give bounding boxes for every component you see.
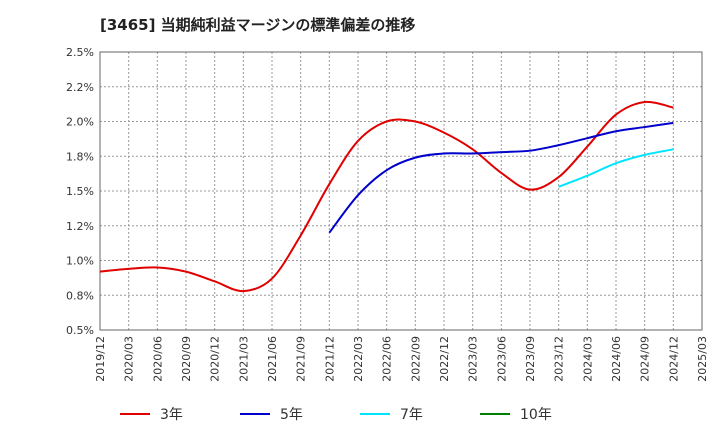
x-tick-label: 2024/09 — [639, 336, 652, 382]
legend-label: 10年 — [520, 407, 552, 423]
y-tick-label: 1.5% — [66, 185, 94, 198]
x-tick-label: 2020/06 — [151, 336, 164, 382]
x-tick-label: 2020/09 — [180, 336, 193, 382]
x-tick-label: 2024/12 — [667, 336, 680, 382]
x-tick-label: 2021/09 — [295, 336, 308, 382]
x-tick-label: 2025/03 — [696, 336, 709, 382]
x-tick-label: 2022/06 — [381, 336, 394, 382]
x-tick-label: 2022/03 — [352, 336, 365, 382]
y-tick-label: 1.2% — [66, 220, 94, 233]
y-tick-label: 2.0% — [66, 116, 94, 129]
plot-border — [99, 51, 703, 331]
x-tick-label: 2022/12 — [438, 336, 451, 382]
x-tick-label: 2020/12 — [209, 336, 222, 382]
x-tick-label: 2021/12 — [323, 336, 336, 382]
x-tick-label: 2023/09 — [524, 336, 537, 382]
x-tick-label: 2023/06 — [495, 336, 508, 382]
series-line-0 — [99, 100, 674, 293]
x-tick-label: 2020/03 — [123, 336, 136, 382]
x-tick-label: 2021/03 — [237, 336, 250, 382]
legend-label: 3年 — [160, 407, 183, 423]
x-tick-label: 2023/12 — [553, 336, 566, 382]
legend-label: 5年 — [280, 407, 303, 423]
series-line-1 — [328, 121, 674, 234]
x-tick-label: 2022/09 — [409, 336, 422, 382]
series-line-2 — [558, 148, 674, 188]
x-tick-label: 2024/03 — [581, 336, 594, 382]
x-tick-label: 2023/03 — [467, 336, 480, 382]
y-tick-label: 0.5% — [66, 324, 94, 337]
x-tick-label: 2024/06 — [610, 336, 623, 382]
y-tick-label: 1.8% — [66, 150, 94, 163]
y-tick-label: 2.2% — [66, 81, 94, 94]
y-tick-label: 0.8% — [66, 289, 94, 302]
chart-title: [3465] 当期純利益マージンの標準偏差の推移 — [100, 16, 416, 34]
x-tick-label: 2021/06 — [266, 336, 279, 382]
y-tick-label: 2.5% — [66, 46, 94, 59]
y-tick-label: 1.0% — [66, 255, 94, 268]
x-tick-label: 2019/12 — [94, 336, 107, 382]
legend-label: 7年 — [400, 407, 423, 423]
